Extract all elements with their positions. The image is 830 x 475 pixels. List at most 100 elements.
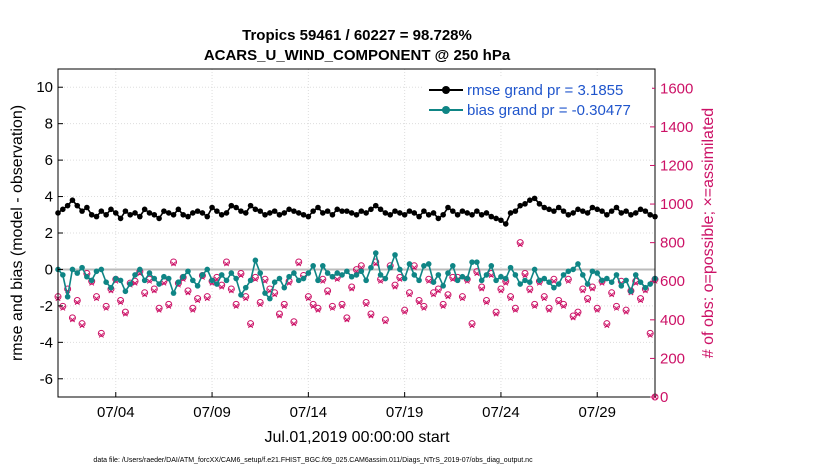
bias-point [295, 277, 302, 284]
bias-point [185, 268, 191, 275]
rmse-point [291, 208, 297, 214]
rmse-point [401, 211, 408, 218]
legend-bias-label: bias grand pr = -0.30477 [467, 102, 631, 119]
bias-point [363, 277, 369, 284]
bias-point [488, 263, 495, 269]
bias-point [262, 290, 268, 296]
obs-possible-marker [584, 295, 592, 303]
x-tick-label-4: 07/24 [482, 404, 520, 421]
x-axis-label: Jul.01,2019 00:00:00 start [264, 429, 450, 446]
bias-point [329, 273, 336, 280]
obs-possible-marker [324, 287, 332, 295]
bias-point [180, 273, 186, 280]
bias-point [498, 273, 504, 280]
right-tick-label-1: 1400 [660, 119, 693, 136]
bias-point [242, 284, 249, 291]
bias-point [382, 275, 389, 282]
rmse-point [498, 217, 504, 224]
right-tick-label-8: 0 [660, 389, 668, 406]
rmse-point [180, 211, 186, 218]
obs-possible-marker [564, 275, 572, 283]
rmse-point [502, 221, 509, 227]
obs-assimilated-marker [565, 278, 571, 284]
rmse-point [238, 208, 244, 214]
obs-possible-marker [247, 320, 255, 328]
rmse-point [368, 206, 374, 213]
rmse-point [377, 206, 384, 213]
bias-point [425, 261, 432, 267]
bias-point [165, 275, 172, 282]
rmse-point [527, 197, 533, 203]
bias-point [416, 277, 422, 284]
bias-point [88, 277, 95, 284]
obs-possible-marker [121, 308, 129, 316]
bias-point [435, 272, 442, 278]
obs-assimilated-marker [483, 299, 490, 306]
obs-assimilated-marker [392, 284, 398, 290]
rmse-point [541, 204, 548, 211]
obs-possible-marker [203, 293, 211, 301]
obs-assimilated-marker [233, 303, 239, 309]
obs-assimilated-marker [79, 323, 85, 329]
rmse-point [493, 215, 499, 222]
rmse-point [579, 208, 586, 214]
rmse-point [319, 210, 326, 216]
obs-possible-marker [497, 285, 505, 293]
bias-point [358, 268, 365, 275]
obs-assimilated-marker [272, 292, 278, 298]
rmse-point [522, 201, 528, 207]
bias-point [502, 275, 509, 282]
rmse-point [267, 210, 273, 216]
bias-point [310, 263, 316, 269]
right-tick-label-3: 1000 [660, 196, 693, 213]
bias-point [618, 283, 625, 289]
rmse-point [69, 197, 76, 203]
rmse-point [454, 211, 461, 218]
obs-possible-marker [295, 258, 303, 266]
rmse-point [570, 210, 576, 216]
obs-possible-marker [343, 314, 351, 322]
rmse-point [445, 204, 451, 211]
obs-assimilated-marker [527, 288, 533, 294]
obs-assimilated-marker [575, 311, 581, 317]
obs-possible-marker [415, 297, 423, 305]
bias-point [604, 275, 610, 282]
obs-assimilated-marker [276, 313, 283, 319]
rmse-point [599, 208, 605, 214]
bias-point [339, 272, 345, 278]
obs-assimilated-marker [609, 292, 615, 298]
obs-assimilated-marker [296, 261, 302, 267]
rmse-point [329, 211, 336, 218]
obs-assimilated-marker [257, 301, 263, 307]
bias-point [478, 277, 485, 284]
bias-point [334, 270, 341, 276]
bias-point [122, 288, 129, 295]
rmse-point [233, 204, 239, 211]
obs-assimilated-marker [604, 323, 610, 329]
bias-point [401, 275, 408, 282]
rmse-point [262, 211, 268, 218]
rmse-point [257, 208, 264, 214]
bias-point [594, 270, 601, 276]
obs-possible-marker [531, 300, 539, 308]
rmse-point [421, 208, 427, 214]
rmse-point [247, 202, 254, 209]
bias-point [228, 270, 235, 276]
bias-point [132, 272, 138, 278]
obs-possible-marker [603, 320, 611, 328]
rmse-point [218, 211, 225, 218]
bias-point [194, 283, 201, 289]
rmse-point [103, 211, 109, 218]
bias-point [238, 292, 244, 298]
obs-possible-marker [579, 285, 587, 293]
bias-point [84, 273, 90, 280]
bias-point [223, 277, 230, 284]
x-tick-label-0: 07/04 [97, 404, 135, 421]
obs-possible-marker [304, 293, 312, 301]
obs-assimilated-marker [223, 261, 230, 267]
rmse-point [536, 201, 543, 207]
rmse-point [122, 208, 129, 214]
obs-assimilated-marker [142, 292, 148, 298]
bias-point [421, 263, 427, 269]
obs-possible-marker [223, 258, 231, 266]
